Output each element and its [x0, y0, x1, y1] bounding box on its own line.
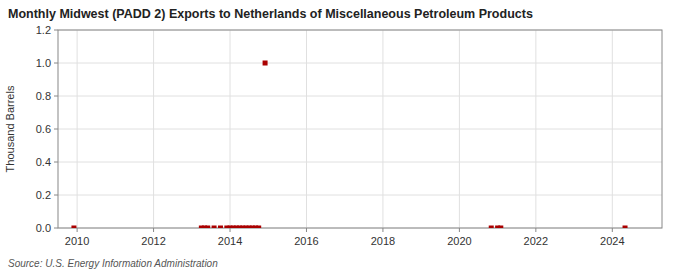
- axes: 0.0 0.2 0.4 0.6 0.8 1.0 1.2 2010 2012 2014 2016 201…: [36, 24, 662, 247]
- y-tick: [54, 129, 58, 130]
- y-tick-label: 0.6: [36, 123, 51, 135]
- y-axis-label: Thousand Barrels: [4, 85, 16, 172]
- point: [218, 226, 223, 229]
- y-tick: [54, 162, 58, 163]
- x-grid-line: [230, 30, 231, 228]
- x-grid-line: [459, 30, 460, 228]
- x-tick-label: 2010: [65, 235, 89, 247]
- x-tick-label: 2014: [218, 235, 242, 247]
- x-tick-label: 2012: [141, 235, 165, 247]
- y-tick-label: 1.0: [36, 57, 51, 69]
- y-grid-line: [58, 129, 662, 130]
- x-grid-line: [306, 30, 307, 228]
- y-tick-label: 0.2: [36, 189, 51, 201]
- x-tick: [153, 228, 154, 232]
- plot-frame: [58, 30, 662, 228]
- x-grid-line: [535, 30, 536, 228]
- x-tick: [535, 228, 536, 232]
- y-tick: [54, 63, 58, 64]
- y-tick: [54, 228, 58, 229]
- x-grid-line: [612, 30, 613, 228]
- y-grid-line: [58, 96, 662, 97]
- y-tick: [54, 96, 58, 97]
- x-tick: [612, 228, 613, 232]
- point: [263, 61, 268, 66]
- x-tick-label: 2022: [524, 235, 548, 247]
- x-grid-line: [77, 30, 78, 228]
- point: [623, 226, 628, 229]
- y-grid-line: [58, 63, 662, 64]
- x-tick-label: 2020: [447, 235, 471, 247]
- x-tick-label: 2016: [294, 235, 318, 247]
- y-grid-line: [58, 195, 662, 196]
- x-grid-line: [382, 30, 383, 228]
- x-tick: [459, 228, 460, 232]
- x-tick-label: 2024: [600, 235, 624, 247]
- point: [489, 226, 494, 229]
- x-tick: [77, 228, 78, 232]
- point: [256, 226, 261, 229]
- x-tick: [382, 228, 383, 232]
- title: Monthly Midwest (PADD 2) Exports to Neth…: [8, 7, 533, 21]
- y-tick: [54, 30, 58, 31]
- y-tick: [54, 195, 58, 196]
- x-tick: [306, 228, 307, 232]
- y-tick-label: 0.0: [36, 222, 51, 234]
- points: [71, 61, 627, 229]
- x-tick-label: 2018: [371, 235, 395, 247]
- x-grid-line: [153, 30, 154, 228]
- x-tick: [230, 228, 231, 232]
- source-note: Source: U.S. Energy Information Administ…: [8, 258, 218, 269]
- y-grid-line: [58, 162, 662, 163]
- chart: 0.0 0.2 0.4 0.6 0.8 1.0 1.2 2010 2012 2014 2016 201…: [0, 0, 675, 275]
- grid: [58, 30, 662, 228]
- y-tick-label: 0.4: [36, 156, 51, 168]
- y-tick-label: 1.2: [36, 24, 51, 36]
- y-tick-label: 0.8: [36, 90, 51, 102]
- point: [71, 226, 76, 229]
- point: [212, 226, 217, 229]
- point: [498, 226, 503, 229]
- point: [205, 226, 210, 229]
